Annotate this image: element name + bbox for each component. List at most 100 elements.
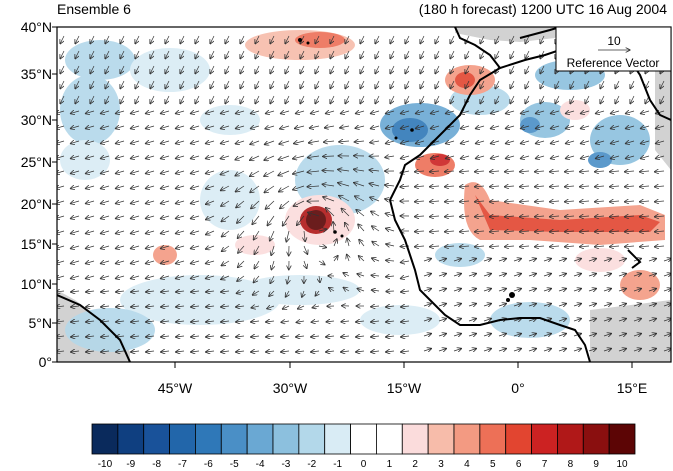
wind-arrow bbox=[176, 291, 185, 292]
wind-arrow bbox=[565, 126, 575, 129]
wind-arrow bbox=[357, 274, 365, 276]
wind-arrow bbox=[220, 156, 230, 159]
wind-arrow bbox=[386, 260, 395, 261]
colorbar-swatch bbox=[91, 423, 119, 455]
wind-arrow bbox=[385, 199, 395, 201]
wind-arrow bbox=[360, 65, 364, 74]
colorbar-label: -1 bbox=[333, 459, 342, 470]
wind-arrow bbox=[423, 349, 432, 352]
wind-arrow bbox=[483, 289, 492, 292]
wind-arrow bbox=[240, 65, 244, 74]
wind-arrow bbox=[490, 111, 500, 114]
wind-arrow bbox=[558, 349, 567, 352]
wind-arrow bbox=[430, 126, 440, 129]
wind-arrow bbox=[543, 289, 552, 292]
wind-arrow bbox=[648, 319, 657, 322]
colorbar-label: 1 bbox=[387, 459, 393, 470]
wind-arrow bbox=[341, 336, 350, 337]
wind-arrow bbox=[180, 80, 184, 89]
wind-arrow bbox=[206, 231, 215, 235]
wind-arrow bbox=[520, 111, 530, 114]
colorbar-label: -5 bbox=[230, 459, 239, 470]
wind-arrow bbox=[160, 171, 170, 174]
wind-arrow bbox=[205, 141, 215, 144]
wind-arrow bbox=[513, 259, 522, 262]
wind-arrow bbox=[519, 171, 530, 172]
wind-arrow bbox=[535, 111, 545, 114]
wind-arrow bbox=[285, 80, 289, 89]
wind-arrow bbox=[115, 216, 125, 219]
wind-arrow bbox=[375, 65, 379, 74]
wind-arrow bbox=[205, 246, 215, 249]
wind-arrow bbox=[450, 80, 454, 89]
wind-arrow bbox=[353, 169, 365, 171]
wind-arrow bbox=[594, 231, 605, 232]
wind-arrow bbox=[311, 351, 320, 352]
wind-arrow bbox=[115, 126, 125, 129]
wind-arrow bbox=[60, 50, 64, 59]
wind-arrow bbox=[550, 126, 560, 129]
wind-arrow bbox=[385, 141, 395, 144]
wind-arrow bbox=[528, 274, 537, 277]
wind-arrow bbox=[165, 65, 169, 74]
wind-arrow bbox=[615, 95, 619, 104]
wind-arrow bbox=[453, 334, 462, 337]
wind-arrow bbox=[160, 246, 170, 249]
wind-arrow bbox=[580, 126, 590, 129]
wind-arrow bbox=[468, 259, 477, 262]
wind-arrow bbox=[495, 50, 499, 59]
wind-arrow bbox=[498, 274, 507, 277]
wind-arrow bbox=[345, 80, 349, 89]
wind-arrow bbox=[100, 276, 110, 279]
wind-arrow bbox=[338, 169, 350, 171]
wind-arrow bbox=[296, 336, 305, 337]
wind-arrow bbox=[146, 321, 155, 322]
wind-arrow bbox=[444, 186, 455, 187]
wind-arrow bbox=[135, 35, 139, 44]
wind-arrow bbox=[595, 141, 605, 144]
wind-arrow bbox=[490, 126, 500, 129]
wind-arrow bbox=[267, 215, 275, 226]
wind-arrow bbox=[465, 80, 469, 89]
wind-arrow bbox=[423, 304, 432, 307]
wind-arrow bbox=[105, 65, 109, 74]
wind-arrow bbox=[115, 231, 125, 234]
colorbar-swatch bbox=[479, 423, 507, 455]
wind-arrow bbox=[270, 230, 275, 241]
wind-arrow bbox=[90, 95, 94, 104]
wind-arrow bbox=[535, 141, 545, 144]
wind-arrow bbox=[603, 274, 612, 277]
colorbar-label: 8 bbox=[568, 459, 574, 470]
wind-arrow bbox=[265, 200, 275, 209]
wind-arrow bbox=[588, 334, 597, 337]
wind-arrow bbox=[429, 201, 440, 202]
wind-arrow bbox=[595, 126, 605, 129]
wind-arrow bbox=[400, 276, 410, 279]
wind-arrow bbox=[385, 126, 395, 129]
wind-arrow bbox=[221, 200, 230, 206]
wind-arrow bbox=[489, 186, 500, 187]
wind-arrow bbox=[339, 196, 350, 202]
wind-arrow bbox=[570, 80, 574, 89]
wind-arrow bbox=[236, 321, 245, 322]
wind-arrow bbox=[57, 231, 65, 234]
wind-arrow bbox=[371, 351, 380, 352]
wind-arrow bbox=[220, 171, 230, 175]
wind-arrow bbox=[630, 95, 634, 104]
colorbar-label: 4 bbox=[464, 459, 470, 470]
colorbar-label: 2 bbox=[412, 459, 418, 470]
wind-arrow bbox=[180, 65, 184, 74]
wind-arrow bbox=[253, 275, 260, 283]
wind-arrow bbox=[146, 306, 155, 307]
wind-arrow bbox=[225, 65, 229, 74]
wind-arrow bbox=[549, 201, 560, 202]
wind-arrow bbox=[225, 95, 229, 104]
wind-arrow bbox=[116, 291, 125, 292]
wind-arrow bbox=[573, 274, 582, 277]
wind-arrow bbox=[663, 334, 671, 337]
wind-arrow bbox=[240, 95, 244, 104]
wind-arrow bbox=[300, 65, 304, 74]
wind-arrow bbox=[101, 351, 110, 352]
wind-arrow bbox=[558, 259, 567, 262]
wind-arrow bbox=[375, 80, 379, 89]
